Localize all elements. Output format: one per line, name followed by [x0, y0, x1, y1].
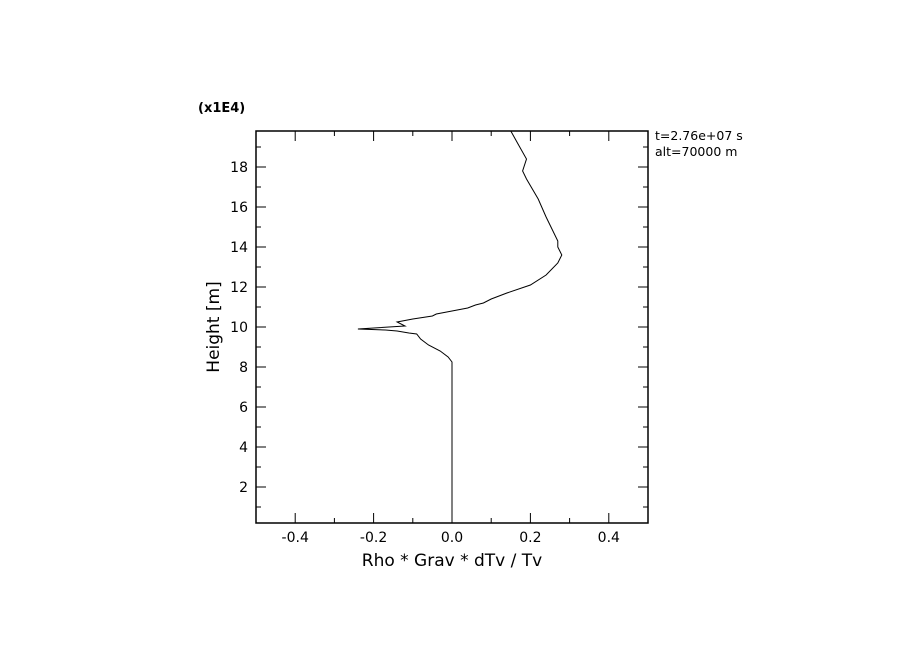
plot-frame	[255, 130, 649, 524]
y-tick-label: 18	[230, 160, 248, 176]
y-tick-label: 6	[239, 400, 248, 416]
annotation-time: t=2.76e+07 s	[655, 128, 743, 143]
x-tick-label: -0.2	[360, 530, 387, 546]
y-tick-label: 2	[239, 480, 248, 496]
x-axis-ticks: -0.4 -0.2 0.0 0.2 0.4	[255, 131, 649, 546]
y-axis-ticks: 2 4 6 8 10 12 14 16 18	[230, 146, 648, 508]
y-tick-label: 8	[239, 360, 248, 376]
y-tick-label: 12	[230, 280, 248, 296]
annotation-altitude: alt=70000 m	[655, 144, 737, 159]
x-tick-label: -0.4	[282, 530, 309, 546]
y-tick-label: 4	[239, 440, 248, 456]
y-axis-title: Height [m]	[204, 281, 224, 372]
x-axis-title: Rho * Grav * dTv / Tv	[362, 551, 542, 571]
y-multiplier-label: (x1E4)	[198, 101, 245, 116]
x-tick-label: 0.4	[598, 530, 620, 546]
x-tick-label: 0.2	[519, 530, 541, 546]
data-series-line	[357, 130, 563, 523]
y-tick-label: 14	[230, 240, 248, 256]
y-tick-label: 10	[230, 320, 248, 336]
x-tick-label: 0.0	[441, 530, 463, 546]
y-tick-label: 16	[230, 200, 248, 216]
